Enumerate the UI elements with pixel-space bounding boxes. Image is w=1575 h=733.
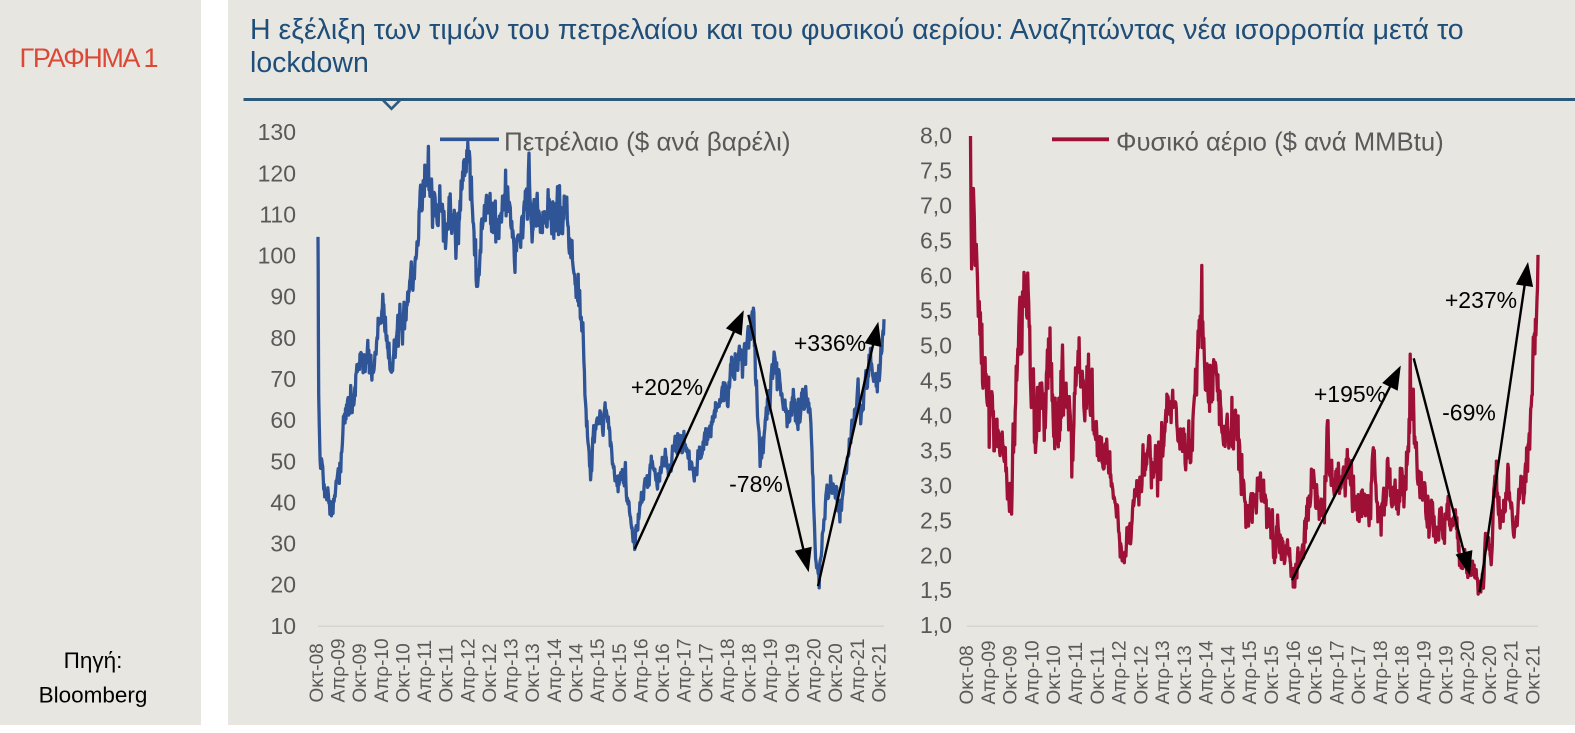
svg-text:Απρ-21: Απρ-21 xyxy=(1502,640,1523,704)
svg-text:Οκτ-15: Οκτ-15 xyxy=(1262,645,1283,704)
svg-text:Απρ-14: Απρ-14 xyxy=(545,638,566,702)
svg-text:7,0: 7,0 xyxy=(920,193,952,219)
svg-text:Απρ-17: Απρ-17 xyxy=(1327,640,1348,704)
svg-text:1,5: 1,5 xyxy=(920,577,952,603)
svg-text:Οκτ-19: Οκτ-19 xyxy=(1436,645,1457,704)
svg-text:6,0: 6,0 xyxy=(920,263,952,289)
svg-text:Οκτ-10: Οκτ-10 xyxy=(393,643,414,702)
svg-text:Οκτ-09: Οκτ-09 xyxy=(1001,645,1022,704)
svg-text:Απρ-12: Απρ-12 xyxy=(458,638,479,702)
svg-text:Οκτ-21: Οκτ-21 xyxy=(1523,645,1544,704)
svg-text:+195%: +195% xyxy=(1314,381,1386,407)
svg-text:Οκτ-15: Οκτ-15 xyxy=(610,643,631,702)
svg-text:Οκτ-09: Οκτ-09 xyxy=(350,643,371,702)
svg-text:2,0: 2,0 xyxy=(920,542,952,568)
svg-text:50: 50 xyxy=(270,448,296,474)
svg-text:Απρ-17: Απρ-17 xyxy=(675,638,696,702)
svg-text:6,5: 6,5 xyxy=(920,228,952,254)
svg-text:5,0: 5,0 xyxy=(920,333,952,359)
svg-text:Οκτ-13: Οκτ-13 xyxy=(523,643,544,702)
svg-text:2,5: 2,5 xyxy=(920,507,952,533)
svg-text:Απρ-18: Απρ-18 xyxy=(1371,640,1392,704)
svg-text:Απρ-16: Απρ-16 xyxy=(1284,640,1305,704)
svg-text:Απρ-18: Απρ-18 xyxy=(718,638,739,702)
svg-text:ΓΡΑΦΗΜΑ 1: ΓΡΑΦΗΜΑ 1 xyxy=(20,43,159,73)
svg-text:Οκτ-16: Οκτ-16 xyxy=(1306,645,1327,704)
svg-text:Απρ-20: Απρ-20 xyxy=(805,638,826,702)
svg-text:7,5: 7,5 xyxy=(920,158,952,184)
svg-text:110: 110 xyxy=(259,202,296,228)
svg-text:60: 60 xyxy=(270,407,296,433)
svg-text:Οκτ-14: Οκτ-14 xyxy=(567,643,588,703)
svg-text:Οκτ-16: Οκτ-16 xyxy=(653,643,674,702)
svg-text:90: 90 xyxy=(270,284,296,310)
svg-text:Οκτ-12: Οκτ-12 xyxy=(480,643,501,702)
svg-text:lockdown: lockdown xyxy=(250,47,369,79)
svg-text:Οκτ-14: Οκτ-14 xyxy=(1219,645,1240,705)
svg-text:Bloomberg: Bloomberg xyxy=(39,683,148,708)
svg-text:3,5: 3,5 xyxy=(920,437,952,463)
svg-text:Απρ-11: Απρ-11 xyxy=(415,640,436,703)
svg-text:Απρ-16: Απρ-16 xyxy=(631,638,652,702)
svg-text:+336%: +336% xyxy=(794,330,866,356)
svg-text:Απρ-09: Απρ-09 xyxy=(979,640,1000,704)
svg-text:100: 100 xyxy=(258,243,296,269)
svg-text:Απρ-10: Απρ-10 xyxy=(372,638,393,702)
svg-text:130: 130 xyxy=(258,119,296,145)
svg-text:Οκτ-11: Οκτ-11 xyxy=(437,645,458,703)
svg-text:-69%: -69% xyxy=(1442,400,1496,426)
svg-text:Απρ-10: Απρ-10 xyxy=(1022,640,1043,704)
svg-text:8,0: 8,0 xyxy=(920,123,952,149)
svg-text:Απρ-15: Απρ-15 xyxy=(1240,640,1261,704)
svg-text:Οκτ-12: Οκτ-12 xyxy=(1131,645,1152,704)
svg-text:Απρ-11: Απρ-11 xyxy=(1066,642,1087,705)
svg-text:Οκτ-08: Οκτ-08 xyxy=(957,645,978,704)
svg-text:-78%: -78% xyxy=(729,471,783,497)
svg-text:4,0: 4,0 xyxy=(920,402,952,428)
svg-text:Απρ-09: Απρ-09 xyxy=(329,638,350,702)
svg-text:70: 70 xyxy=(270,366,296,392)
svg-text:Πετρέλαιο ($ ανά βαρέλι): Πετρέλαιο ($ ανά βαρέλι) xyxy=(504,127,791,157)
svg-text:30: 30 xyxy=(270,531,296,557)
svg-text:5,5: 5,5 xyxy=(920,298,952,324)
svg-text:Οκτ-18: Οκτ-18 xyxy=(1393,645,1414,704)
svg-text:+237%: +237% xyxy=(1445,287,1517,313)
svg-text:20: 20 xyxy=(270,572,296,598)
svg-text:4,5: 4,5 xyxy=(920,367,952,393)
svg-text:Οκτ-08: Οκτ-08 xyxy=(307,643,328,702)
svg-text:120: 120 xyxy=(258,160,296,186)
svg-text:Οκτ-10: Οκτ-10 xyxy=(1044,645,1065,704)
svg-text:80: 80 xyxy=(270,325,296,351)
svg-text:Πηγή:: Πηγή: xyxy=(64,648,123,673)
svg-text:Η εξέλιξη των τιμών του πετρελ: Η εξέλιξη των τιμών του πετρελαίου και τ… xyxy=(250,14,1464,46)
svg-text:Οκτ-11: Οκτ-11 xyxy=(1088,647,1109,705)
svg-text:Οκτ-20: Οκτ-20 xyxy=(1480,645,1501,704)
svg-text:Απρ-12: Απρ-12 xyxy=(1110,640,1131,704)
svg-text:Απρ-19: Απρ-19 xyxy=(761,638,782,702)
svg-text:10: 10 xyxy=(270,613,296,639)
svg-text:Απρ-13: Απρ-13 xyxy=(1153,640,1174,704)
svg-text:Οκτ-13: Οκτ-13 xyxy=(1175,645,1196,704)
svg-text:Απρ-20: Απρ-20 xyxy=(1458,640,1479,704)
svg-text:Οκτ-18: Οκτ-18 xyxy=(740,643,761,702)
svg-text:Οκτ-20: Οκτ-20 xyxy=(826,643,847,702)
svg-text:Οκτ-17: Οκτ-17 xyxy=(696,643,717,702)
svg-text:Οκτ-19: Οκτ-19 xyxy=(783,643,804,702)
svg-text:Οκτ-21: Οκτ-21 xyxy=(869,643,890,702)
svg-text:Απρ-13: Απρ-13 xyxy=(502,638,523,702)
svg-text:Φυσικό αέριο ($ ανά MMBtu): Φυσικό αέριο ($ ανά MMBtu) xyxy=(1116,129,1444,157)
svg-text:+202%: +202% xyxy=(631,374,703,400)
svg-text:Οκτ-17: Οκτ-17 xyxy=(1349,645,1370,704)
svg-text:3,0: 3,0 xyxy=(920,472,952,498)
svg-text:Απρ-15: Απρ-15 xyxy=(588,638,609,702)
svg-text:40: 40 xyxy=(270,489,296,515)
svg-text:Απρ-21: Απρ-21 xyxy=(848,638,869,702)
svg-text:Απρ-14: Απρ-14 xyxy=(1197,640,1218,704)
svg-text:Απρ-19: Απρ-19 xyxy=(1415,640,1436,704)
svg-text:1,0: 1,0 xyxy=(920,612,952,638)
